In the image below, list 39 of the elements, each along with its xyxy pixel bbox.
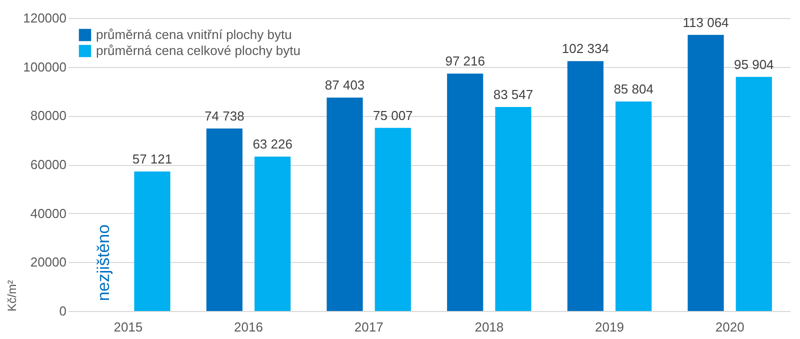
y-tick-label: 60000 [30,157,66,172]
data-label: 95 904 [734,56,774,72]
x-tick-label: 2016 [234,320,263,334]
x-tick-label: 2015 [114,320,143,334]
data-label: 75 007 [373,108,413,123]
y-tick-label: 120000 [23,10,66,26]
bar [447,74,484,311]
x-tick-label: 2017 [354,320,384,334]
data-label: 63 226 [252,136,292,152]
y-tick-label: 40000 [30,206,66,221]
data-label: 83 547 [493,87,534,102]
data-label: 97 216 [445,54,485,69]
y-tick-label: 80000 [30,108,66,124]
bar [495,107,532,311]
data-label: 57 121 [132,152,172,167]
legend-label: průměrná cena celkové plochy bytu [96,43,301,58]
y-tick-label: 20000 [30,254,66,270]
x-tick-label: 2019 [595,320,624,334]
bar [736,76,772,311]
data-label: 85 804 [614,81,654,96]
y-tick-label: 100000 [23,59,66,74]
bar [254,156,291,311]
y-tick-label: 0 [59,304,66,318]
bar [567,61,604,311]
bar [326,98,363,311]
bar [616,101,652,311]
bar [134,172,170,311]
bar [688,34,724,311]
data-label: 74 738 [204,108,244,124]
data-label: 87 403 [324,78,365,93]
data-label: 113 064 [682,14,729,30]
y-axis-title: Kč/m² [5,280,20,312]
legend-label: průměrná cena vnitřní plochy bytu [96,27,292,42]
x-tick-label: 2020 [715,320,744,334]
bar [374,128,411,311]
data-label: 102 334 [562,41,609,56]
x-tick-label: 2018 [474,320,504,334]
bar [206,128,242,311]
annotation: nezjištěno [94,224,114,301]
